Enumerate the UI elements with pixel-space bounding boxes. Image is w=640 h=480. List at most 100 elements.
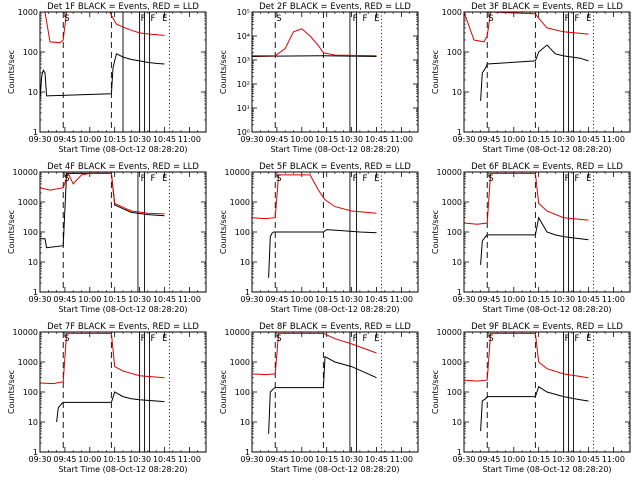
x-tick-label: 10:30: [552, 135, 575, 144]
event-marker-label: F: [353, 14, 358, 24]
event-marker-label: F: [575, 14, 580, 24]
event-marker-label: F: [575, 174, 580, 184]
x-tick-label: 10:45: [577, 455, 600, 464]
x-tick-label: 10:00: [290, 135, 313, 144]
event-marker-label: S: [276, 334, 281, 344]
x-tick-label: 10:45: [153, 295, 176, 304]
event-marker-label: S: [488, 174, 493, 184]
event-marker-label: E: [162, 334, 167, 344]
lld-series-line: [252, 332, 377, 376]
events-series-line: [480, 44, 589, 101]
x-tick-label: 10:15: [315, 455, 338, 464]
y-tick-label: 10³: [237, 56, 250, 65]
plot-area: [464, 172, 594, 292]
y-tick-label: 100: [447, 48, 462, 57]
y-axis-label: Counts/sec: [431, 210, 440, 254]
x-tick-label: 09:45: [477, 455, 500, 464]
plot-frame: [39, 171, 207, 293]
panel-title: Det 5F BLACK = Events, RED = LLD: [259, 162, 411, 172]
y-tick-label: 100: [447, 388, 462, 397]
y-tick-label: 10²: [237, 80, 250, 89]
x-tick-label: 11:00: [390, 455, 413, 464]
event-marker-label: F: [151, 174, 156, 184]
y-tick-label: 100: [23, 48, 38, 57]
x-axis-label: Start Time (08-Oct-12 08:28:20): [482, 465, 611, 474]
events-series-line: [268, 355, 377, 434]
event-marker-label: E: [374, 334, 379, 344]
y-tick-label: 10000: [13, 168, 38, 177]
event-marker-label: F: [141, 334, 146, 344]
x-tick-label: 10:45: [153, 135, 176, 144]
y-axis-label: Counts/sec: [219, 50, 228, 94]
detector-panel: Det 9F BLACK = Events, RED = LLD 1 10 100 10…: [431, 322, 631, 474]
events-series-line: [56, 391, 165, 423]
y-tick-label: 1: [457, 288, 462, 297]
x-tick-label: 09:45: [477, 135, 500, 144]
x-tick-label: 11:00: [178, 455, 201, 464]
event-marker-label: F: [353, 334, 358, 344]
x-axis-label: Start Time (08-Oct-12 08:28:20): [58, 305, 187, 314]
plot-frame: [463, 331, 631, 453]
y-tick-label: 1: [33, 448, 38, 457]
y-tick-label: 10: [452, 258, 462, 267]
event-marker-label: S: [64, 334, 69, 344]
detector-panel: Det 8F BLACK = Events, RED = LLD 1 10 100 10…: [219, 322, 419, 474]
plot-area: [40, 332, 170, 452]
x-tick-label: 09:45: [265, 135, 288, 144]
x-tick-label: 10:15: [527, 135, 550, 144]
lld-series-line: [252, 174, 377, 220]
y-axis-label: Counts/sec: [219, 210, 228, 254]
x-tick-label: 10:30: [552, 295, 575, 304]
plot-area: [464, 332, 594, 452]
x-tick-label: 09:45: [265, 295, 288, 304]
x-tick-label: 09:45: [265, 455, 288, 464]
x-tick-label: 09:45: [53, 295, 76, 304]
detector-panel: Det 6F BLACK = Events, RED = LLD 1 10 100 10…: [431, 162, 631, 314]
x-tick-label: 09:30: [28, 295, 51, 304]
y-tick-label: 10: [240, 418, 250, 427]
event-marker-label: F: [363, 334, 368, 344]
y-tick-label: 10⁰: [237, 128, 250, 137]
lld-series-line: [464, 332, 589, 382]
x-axis-label: Start Time (08-Oct-12 08:28:20): [270, 305, 399, 314]
plot-frame: [463, 171, 631, 293]
x-tick-label: 09:30: [240, 135, 263, 144]
detector-panel: Det 7F BLACK = Events, RED = LLD 1 10 100 10…: [7, 322, 207, 474]
y-tick-label: 100: [23, 388, 38, 397]
event-marker-label: F: [565, 334, 570, 344]
event-marker-label: E: [162, 14, 167, 24]
detector-panel: Det 5F BLACK = Events, RED = LLD 1 10 100 10…: [219, 162, 419, 314]
y-tick-label: 1000: [18, 8, 38, 17]
panel-title: Det 2F BLACK = Events, RED = LLD: [259, 2, 411, 12]
x-tick-label: 09:30: [452, 135, 475, 144]
x-tick-label: 10:15: [103, 455, 126, 464]
plot-area: [40, 12, 170, 132]
event-marker-label: F: [363, 14, 368, 24]
y-tick-label: 10000: [437, 168, 462, 177]
x-tick-label: 10:15: [315, 135, 338, 144]
x-tick-label: 10:30: [340, 455, 363, 464]
plot-frame: [39, 11, 207, 133]
y-tick-label: 10: [28, 418, 38, 427]
x-tick-label: 10:00: [502, 455, 525, 464]
lld-series-line: [40, 332, 165, 385]
x-tick-label: 10:30: [340, 295, 363, 304]
detector-panel: Det 1F BLACK = Events, RED = LLD 1 10 100 10…: [7, 2, 207, 154]
x-tick-label: 10:30: [128, 295, 151, 304]
plot-frame: [463, 11, 631, 133]
event-marker-label: F: [141, 14, 146, 24]
x-axis-label: Start Time (08-Oct-12 08:28:20): [482, 145, 611, 154]
detector-panel: Det 4F BLACK = Events, RED = LLD 1 10 100 10…: [7, 162, 207, 314]
events-series-line: [268, 229, 377, 278]
y-axis-label: Counts/sec: [431, 370, 440, 414]
y-tick-label: 1: [457, 128, 462, 137]
event-marker-label: S: [64, 174, 69, 184]
x-tick-label: 10:15: [527, 295, 550, 304]
y-tick-label: 1000: [18, 198, 38, 207]
y-axis-label: Counts/sec: [7, 370, 16, 414]
x-tick-label: 10:15: [315, 295, 338, 304]
x-tick-label: 09:45: [53, 455, 76, 464]
lld-series-line: [252, 28, 377, 57]
plot-area: [252, 332, 382, 452]
